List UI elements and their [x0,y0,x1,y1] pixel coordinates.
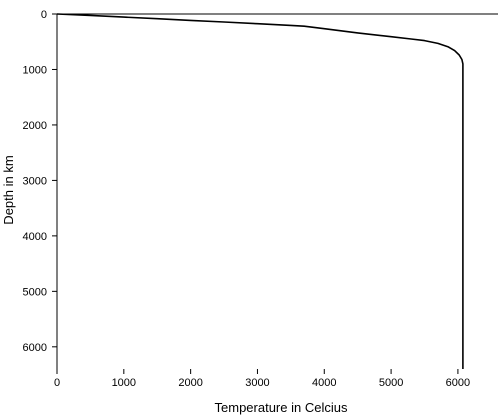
y-tick-label: 2000 [23,120,47,132]
y-axis-ticks: 0 1000 2000 3000 4000 5000 6000 [23,9,57,354]
x-tick-label: 5000 [379,377,403,389]
temperature-depth-line [56,13,464,369]
y-tick-label: 4000 [23,231,47,243]
y-tick-label: 6000 [23,342,47,354]
series-layer [56,13,464,369]
y-tick-label: 0 [41,9,47,21]
x-tick-label: 2000 [178,377,202,389]
x-axis-title: Temperature in Celcius [215,400,348,415]
x-axis-ticks: 0 1000 2000 3000 4000 5000 6000 [54,369,470,389]
x-tick-label: 0 [54,377,60,389]
y-axis-title: Depth in km [1,155,16,224]
x-tick-label: 6000 [446,377,470,389]
x-tick-label: 3000 [245,377,269,389]
y-tick-label: 5000 [23,286,47,298]
y-tick-label: 1000 [23,64,47,76]
y-tick-label: 3000 [23,175,47,187]
x-tick-label: 1000 [112,377,136,389]
x-tick-label: 4000 [312,377,336,389]
plot-axes [56,13,498,369]
